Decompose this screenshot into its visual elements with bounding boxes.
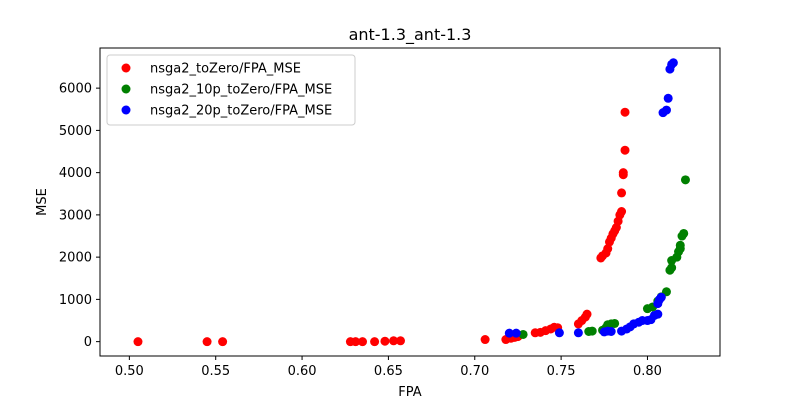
legend-box (106, 54, 356, 126)
data-point (396, 336, 406, 346)
axes-frame (99, 47, 721, 357)
legend-label: nsga2_10p_toZero/FPA_MSE (150, 83, 332, 98)
y-tick-label: 0 (84, 335, 92, 350)
chart-title: ant-1.3_ant-1.3 (349, 25, 472, 45)
x-tick-label: 0.75 (547, 364, 576, 379)
legend-marker (121, 84, 131, 94)
data-point (380, 336, 390, 346)
data-point (663, 93, 673, 103)
data-point (511, 328, 521, 338)
y-tick-label: 4000 (59, 166, 92, 181)
data-point (518, 329, 528, 339)
data-point (618, 168, 628, 178)
data-point (610, 318, 620, 328)
plot-area (133, 58, 690, 347)
x-tick-label: 0.60 (288, 364, 317, 379)
data-point (653, 309, 663, 319)
data-point (620, 145, 630, 155)
y-tick-label: 1000 (59, 293, 92, 308)
data-point (480, 335, 490, 345)
data-point (620, 107, 630, 117)
data-point (133, 337, 143, 347)
data-point (603, 244, 613, 254)
x-tick-label: 0.80 (633, 364, 662, 379)
x-tick-label: 0.70 (460, 364, 489, 379)
x-tick-label: 0.55 (201, 364, 230, 379)
y-tick-label: 6000 (59, 82, 92, 97)
legend: nsga2_toZero/FPA_MSE nsga2_10p_toZero/FPA… (106, 54, 356, 126)
data-point (617, 188, 627, 198)
data-point (667, 263, 677, 273)
x-axis: 0.50 0.55 0.60 0.65 0.70 0.75 0.80 (115, 356, 662, 379)
data-point (554, 328, 564, 338)
data-point (675, 240, 685, 250)
data-point (358, 337, 368, 347)
series-3 (504, 58, 678, 338)
data-point (573, 328, 583, 338)
data-point (606, 326, 616, 336)
y-tick-label: 2000 (59, 251, 92, 266)
y-tick-label: 3000 (59, 208, 92, 223)
data-point (370, 337, 380, 347)
x-axis-label: FPA (398, 385, 421, 400)
y-axis-label: MSE (35, 188, 50, 216)
data-point (587, 326, 597, 336)
data-point (661, 105, 671, 115)
legend-marker (121, 63, 131, 73)
y-tick-label: 5000 (59, 124, 92, 139)
data-point (351, 337, 361, 347)
data-point (679, 228, 689, 238)
x-tick-label: 0.65 (374, 364, 403, 379)
x-tick-label: 0.50 (115, 364, 144, 379)
data-point (582, 309, 592, 319)
data-point (617, 207, 627, 217)
data-point (202, 337, 212, 347)
data-point (680, 175, 690, 185)
legend-label: nsga2_toZero/FPA_MSE (150, 62, 301, 77)
legend-label: nsga2_20p_toZero/FPA_MSE (150, 104, 332, 119)
data-point (656, 292, 666, 302)
data-point (389, 336, 399, 346)
legend-marker (121, 105, 131, 115)
data-point (504, 328, 514, 338)
y-axis: 0 1000 2000 3000 4000 5000 6000 (59, 82, 100, 350)
data-point (218, 337, 228, 347)
data-point (668, 58, 678, 68)
